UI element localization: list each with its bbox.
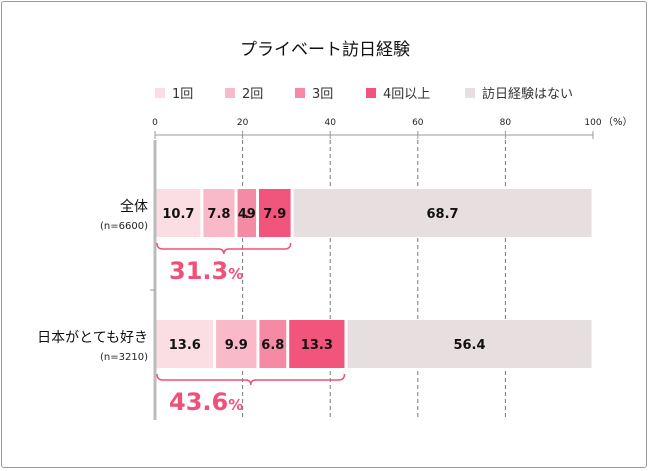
summary-unit: % xyxy=(228,396,243,414)
legend-label: 4回以上 xyxy=(383,87,430,102)
data-label: 56.4 xyxy=(453,338,485,353)
bar-segment xyxy=(216,320,257,368)
summary-number: 43.6 xyxy=(169,388,228,416)
bar-segment xyxy=(156,189,201,237)
data-label: 9.9 xyxy=(225,338,248,353)
chart-title: プライベート訪日経験 xyxy=(240,40,410,60)
x-tick-label: 40 xyxy=(324,118,336,128)
data-label: 13.3 xyxy=(301,338,333,353)
legend-swatch xyxy=(225,88,235,98)
bar-segment xyxy=(258,189,291,237)
legend-swatch xyxy=(155,88,165,98)
summary-unit: % xyxy=(228,265,243,283)
data-label: 4.9 xyxy=(238,207,256,222)
category-label: 全体 xyxy=(120,198,148,215)
data-label: 10.7 xyxy=(162,207,194,222)
bar-segment xyxy=(289,320,345,368)
bar-segment xyxy=(203,189,235,237)
category-sublabel: (n=6600) xyxy=(100,221,148,232)
summary-number: 31.3 xyxy=(169,257,228,285)
legend-label: 1回 xyxy=(172,87,193,102)
summary-brace xyxy=(156,373,346,386)
x-tick-label: 0 xyxy=(152,118,158,128)
legend-swatch xyxy=(295,88,305,98)
x-tick-label: 20 xyxy=(237,118,249,128)
summary-brace xyxy=(156,242,292,255)
data-label: 6.8 xyxy=(261,338,284,353)
x-tick-label: 80 xyxy=(500,118,512,128)
category-label: 日本がとても好き xyxy=(37,330,148,346)
legend-label: 訪日経験はない xyxy=(482,86,573,102)
x-tick-label: 60 xyxy=(412,118,424,128)
unit-label: （%） xyxy=(603,116,633,128)
data-label: 7.9 xyxy=(263,207,286,222)
category-sublabel: (n=3210) xyxy=(100,352,148,363)
bar-segment xyxy=(347,320,592,368)
x-axis: 0 20 40 60 80 100 （%） xyxy=(150,116,633,420)
legend-label: 2回 xyxy=(242,87,263,102)
bar-segment xyxy=(259,320,287,368)
legend-swatch xyxy=(366,88,376,98)
bar-segment xyxy=(156,320,214,368)
summary-value: 43.6% xyxy=(169,388,243,416)
data-label: 13.6 xyxy=(169,338,201,353)
x-tick-label: 100 xyxy=(584,118,601,128)
data-label: 68.7 xyxy=(427,207,459,222)
bar-segment xyxy=(237,189,256,237)
legend-label: 3回 xyxy=(312,87,333,102)
bars: 全体 (n=6600) 10.7 7.8 4.9 7.9 68.7 31.3% 日本がとても好き… xyxy=(37,189,592,416)
data-label: 7.8 xyxy=(207,207,230,222)
bar-segment xyxy=(293,189,592,237)
legend: 1回 2回 3回 4回以上 訪日経験はない xyxy=(155,86,573,102)
summary-value: 31.3% xyxy=(169,257,243,285)
legend-swatch xyxy=(465,88,475,98)
